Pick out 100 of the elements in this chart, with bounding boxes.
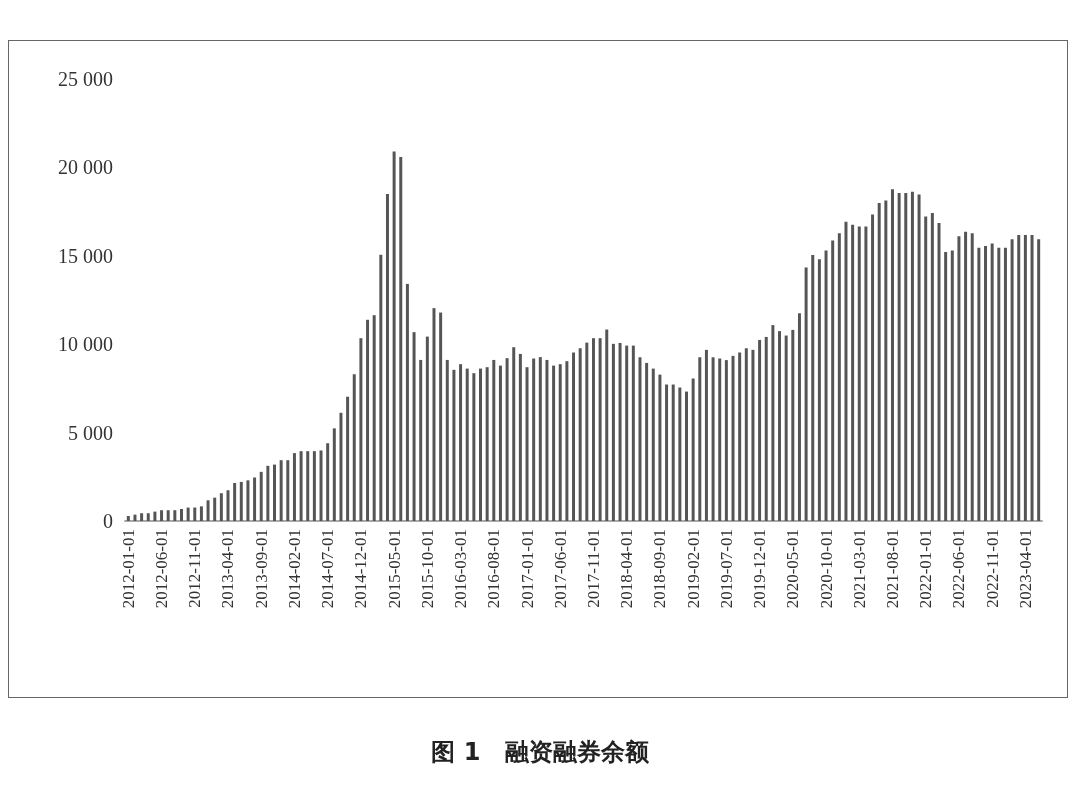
bar xyxy=(651,368,655,521)
bar xyxy=(319,450,323,521)
x-tick-label: 2022-01-01 xyxy=(916,529,936,609)
bar xyxy=(711,357,715,521)
x-tick-label: 2014-02-01 xyxy=(284,529,304,609)
bar xyxy=(877,203,881,521)
bar xyxy=(704,349,708,521)
bar xyxy=(299,451,303,521)
x-tick-label: 2020-05-01 xyxy=(783,529,803,609)
bar xyxy=(445,359,449,521)
bar xyxy=(731,355,735,521)
bar xyxy=(545,359,549,521)
bar xyxy=(392,151,396,521)
bar xyxy=(631,345,635,521)
text: 图 1 融资融券余额 xyxy=(431,738,650,766)
bar xyxy=(199,506,203,521)
bar xyxy=(465,368,469,521)
bar xyxy=(405,283,409,521)
bar xyxy=(572,352,576,521)
y-tick-label: 0 xyxy=(103,510,113,532)
bar xyxy=(399,156,403,521)
bar xyxy=(160,510,164,521)
bar xyxy=(173,510,177,521)
bar xyxy=(485,367,489,521)
bar xyxy=(385,194,389,521)
bar xyxy=(233,482,237,521)
bar xyxy=(479,368,482,521)
bar xyxy=(286,460,290,521)
bar xyxy=(1023,235,1027,521)
bar xyxy=(811,255,815,521)
bar xyxy=(585,342,589,521)
bar xyxy=(797,313,801,521)
bar xyxy=(645,362,649,521)
x-tick-label: 2017-06-01 xyxy=(550,529,570,609)
bar xyxy=(273,464,277,521)
bar xyxy=(213,497,217,521)
bar xyxy=(558,364,562,521)
bar xyxy=(844,221,848,521)
bar xyxy=(292,453,296,521)
bar xyxy=(459,364,463,521)
bar xyxy=(638,357,642,521)
y-tick-label: 20 000 xyxy=(58,156,113,179)
bar xyxy=(904,193,908,521)
bar xyxy=(538,357,542,521)
x-tick-label: 2017-11-01 xyxy=(583,529,603,608)
bar xyxy=(525,367,529,521)
bar xyxy=(910,191,914,521)
bar xyxy=(738,352,742,521)
bar xyxy=(678,387,682,521)
x-tick-label: 2018-04-01 xyxy=(617,529,637,609)
bar xyxy=(817,259,821,521)
x-tick-label: 2012-01-01 xyxy=(118,529,138,609)
x-tick-label: 2018-09-01 xyxy=(650,529,670,609)
x-tick-label: 2013-04-01 xyxy=(218,529,238,609)
x-tick-label: 2016-08-01 xyxy=(484,529,504,609)
bar xyxy=(239,481,243,521)
bar xyxy=(206,500,210,521)
bar xyxy=(970,233,974,521)
bar xyxy=(452,369,456,521)
bar xyxy=(552,365,556,521)
x-tick-label: 2015-05-01 xyxy=(384,529,404,609)
bar xyxy=(326,443,330,521)
bar xyxy=(352,374,356,521)
bar xyxy=(266,465,270,521)
bar xyxy=(744,348,748,521)
bar xyxy=(990,243,994,521)
bar xyxy=(924,216,928,521)
bar xyxy=(219,493,223,521)
bar xyxy=(685,391,688,521)
bar xyxy=(372,315,376,521)
bar xyxy=(359,338,363,521)
bar xyxy=(146,513,150,521)
bar xyxy=(964,231,968,521)
bar xyxy=(126,516,130,521)
bar xyxy=(505,358,509,521)
bar xyxy=(917,194,921,521)
x-tick-label: 2021-03-01 xyxy=(849,529,869,609)
y-tick-label: 15 000 xyxy=(58,244,113,267)
bar xyxy=(764,336,768,521)
bar xyxy=(419,359,423,521)
bar xyxy=(346,396,350,521)
x-tick-label: 2013-09-01 xyxy=(251,529,271,609)
bar xyxy=(179,508,183,521)
x-tick-label: 2022-11-01 xyxy=(982,529,1002,608)
bar xyxy=(698,357,702,521)
x-tick-label: 2023-04-01 xyxy=(1015,529,1035,609)
bar xyxy=(439,312,443,521)
bar xyxy=(718,358,722,521)
bar xyxy=(897,193,901,521)
bar xyxy=(193,507,197,521)
bar xyxy=(432,308,436,521)
bar xyxy=(246,480,250,521)
bar xyxy=(412,332,416,521)
bar xyxy=(366,319,370,521)
bar xyxy=(890,189,894,521)
bar xyxy=(930,213,934,521)
bar xyxy=(332,428,336,521)
x-tick-label: 2012-11-01 xyxy=(185,529,205,608)
bar xyxy=(153,511,157,521)
bar xyxy=(724,360,728,521)
